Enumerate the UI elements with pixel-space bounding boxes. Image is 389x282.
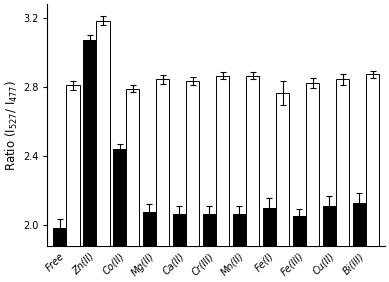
Bar: [126, 89, 140, 282]
Bar: [203, 214, 216, 282]
Bar: [96, 21, 110, 282]
Bar: [66, 85, 79, 282]
Bar: [143, 212, 156, 282]
Bar: [156, 79, 170, 282]
Bar: [173, 214, 186, 282]
Bar: [293, 216, 306, 282]
Bar: [276, 93, 289, 282]
Bar: [323, 206, 336, 282]
Bar: [353, 203, 366, 282]
Y-axis label: Ratio (I$_{527}$/ I$_{477}$): Ratio (I$_{527}$/ I$_{477}$): [4, 80, 20, 171]
Bar: [216, 76, 230, 282]
Bar: [233, 214, 246, 282]
Bar: [263, 208, 276, 282]
Bar: [306, 83, 319, 282]
Bar: [366, 74, 379, 282]
Bar: [113, 149, 126, 282]
Bar: [246, 76, 259, 282]
Bar: [336, 79, 349, 282]
Bar: [186, 81, 200, 282]
Bar: [83, 41, 96, 282]
Bar: [53, 228, 66, 282]
